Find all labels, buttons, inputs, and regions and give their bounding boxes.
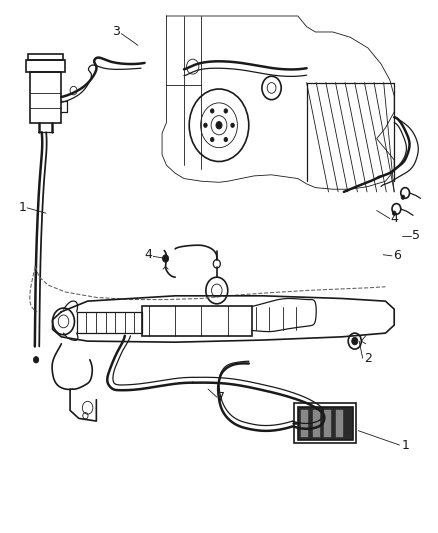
Bar: [313, 410, 320, 437]
Circle shape: [33, 357, 39, 363]
Circle shape: [231, 123, 234, 127]
Circle shape: [210, 138, 214, 142]
Bar: [28, 54, 63, 60]
Bar: [324, 410, 331, 437]
Text: 5: 5: [412, 229, 420, 242]
Bar: [294, 403, 356, 443]
Bar: [298, 407, 353, 440]
Text: 4: 4: [144, 248, 152, 261]
Circle shape: [204, 123, 207, 127]
Bar: [301, 410, 308, 437]
Bar: [142, 306, 252, 336]
Text: 2: 2: [364, 352, 372, 365]
Text: 4: 4: [390, 212, 398, 225]
Circle shape: [352, 337, 358, 345]
Text: 1: 1: [19, 201, 27, 214]
Circle shape: [224, 138, 228, 142]
Text: 3: 3: [112, 26, 120, 38]
Circle shape: [401, 195, 405, 199]
Text: 1: 1: [401, 439, 409, 451]
Text: 7: 7: [217, 391, 225, 403]
Circle shape: [392, 211, 396, 215]
Circle shape: [216, 122, 222, 129]
Text: 6: 6: [393, 249, 401, 262]
Circle shape: [210, 109, 214, 113]
Bar: [26, 60, 65, 72]
Circle shape: [224, 109, 228, 113]
Bar: [30, 72, 61, 123]
Bar: [336, 410, 343, 437]
Circle shape: [162, 255, 169, 262]
